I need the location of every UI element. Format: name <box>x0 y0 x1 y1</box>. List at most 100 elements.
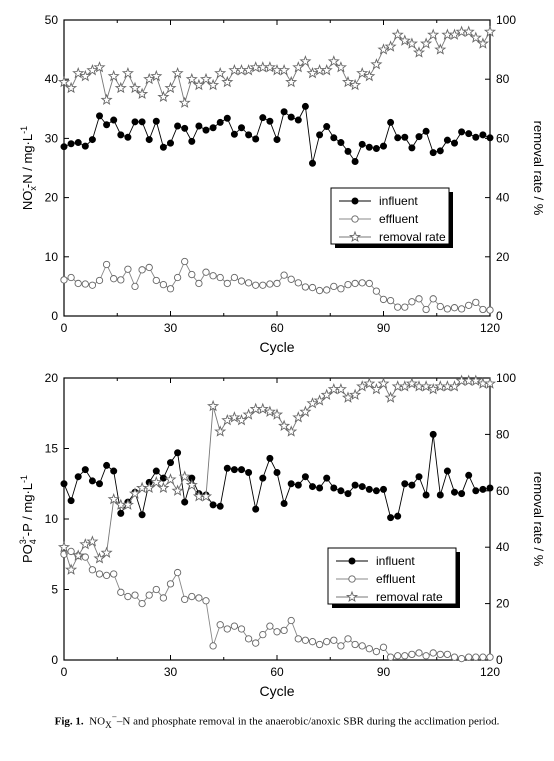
legend-marker <box>348 230 362 243</box>
data-point <box>199 490 213 502</box>
data-point <box>103 461 111 469</box>
data-point <box>67 497 75 505</box>
data-point <box>252 505 260 513</box>
y2-tick-label: 0 <box>496 309 503 323</box>
data-point <box>259 114 267 122</box>
data-point <box>117 131 125 139</box>
y2-tick-label: 40 <box>496 191 510 205</box>
data-point <box>181 498 189 506</box>
data-point <box>124 265 132 273</box>
data-point <box>294 279 302 287</box>
data-point <box>384 40 397 52</box>
data-point <box>93 552 106 564</box>
legend-box <box>327 547 457 605</box>
data-point <box>412 46 426 58</box>
data-point <box>341 391 355 403</box>
data-point <box>88 281 97 289</box>
x-tick-label: 0 <box>61 665 68 679</box>
data-point <box>266 280 274 288</box>
data-point <box>102 260 111 269</box>
data-point <box>181 124 189 132</box>
data-point <box>479 653 487 661</box>
data-point <box>301 473 309 481</box>
data-point <box>427 382 440 395</box>
data-point <box>337 642 345 650</box>
data-point <box>207 78 220 91</box>
data-point <box>476 37 489 49</box>
data-point <box>420 37 433 49</box>
data-point <box>483 377 497 389</box>
data-point <box>313 394 326 406</box>
data-point <box>252 639 260 647</box>
data-point <box>263 405 276 417</box>
data-point <box>242 408 255 420</box>
data-point <box>157 90 170 103</box>
data-point <box>443 467 451 475</box>
data-point <box>287 616 295 625</box>
data-point <box>448 380 461 392</box>
data-point <box>252 135 260 143</box>
data-point <box>401 303 409 311</box>
data-point <box>110 467 118 475</box>
data-point <box>316 484 324 492</box>
data-point <box>202 126 210 134</box>
data-point <box>372 287 381 295</box>
data-point <box>306 66 319 79</box>
data-point <box>415 295 423 303</box>
data-point <box>451 139 458 147</box>
data-point <box>223 464 231 472</box>
series-influent <box>60 102 494 167</box>
data-point <box>145 263 153 272</box>
data-point <box>323 123 331 131</box>
y2-tick-label: 20 <box>496 250 510 264</box>
data-point <box>415 133 423 141</box>
y-tick-label: 0 <box>51 653 58 667</box>
data-point <box>167 459 174 467</box>
data-point <box>81 466 89 474</box>
data-point <box>181 595 189 604</box>
data-point <box>299 55 312 67</box>
data-point <box>429 649 437 657</box>
data-point <box>256 402 269 415</box>
y2-tick-label: 20 <box>496 597 510 611</box>
data-point <box>110 570 118 578</box>
data-point <box>379 295 388 304</box>
legend-marker <box>348 557 356 565</box>
data-point <box>394 512 402 520</box>
data-point <box>57 540 71 553</box>
data-point <box>443 136 451 144</box>
data-point <box>351 481 359 489</box>
y-tick-label: 20 <box>45 191 59 205</box>
data-point <box>79 69 92 82</box>
y2-tick-label: 100 <box>496 13 516 27</box>
legend-label: effluent <box>376 572 416 586</box>
data-point <box>472 653 480 661</box>
data-point <box>294 116 302 124</box>
data-point <box>285 425 298 437</box>
data-point <box>93 61 106 73</box>
data-point <box>178 470 191 482</box>
x-tick-label: 120 <box>480 665 500 679</box>
data-point <box>472 298 480 307</box>
data-point <box>159 594 168 602</box>
data-point <box>337 487 345 495</box>
x-tick-label: 90 <box>377 321 391 335</box>
data-point <box>429 149 437 157</box>
data-point <box>337 285 345 293</box>
data-point <box>436 491 444 499</box>
data-point <box>387 118 395 126</box>
data-point <box>138 118 146 126</box>
data-point <box>230 466 238 474</box>
data-point <box>422 652 430 660</box>
data-point <box>472 487 480 495</box>
y-axis-label: PO43--P / mg·L-1 <box>18 475 38 563</box>
data-point <box>178 96 191 108</box>
data-point <box>74 473 82 481</box>
data-point <box>171 484 184 496</box>
data-point <box>96 112 103 120</box>
y2-tick-label: 80 <box>496 72 510 86</box>
data-point <box>95 570 104 578</box>
data-point <box>308 283 317 292</box>
data-point <box>273 468 281 476</box>
data-point <box>238 466 245 474</box>
